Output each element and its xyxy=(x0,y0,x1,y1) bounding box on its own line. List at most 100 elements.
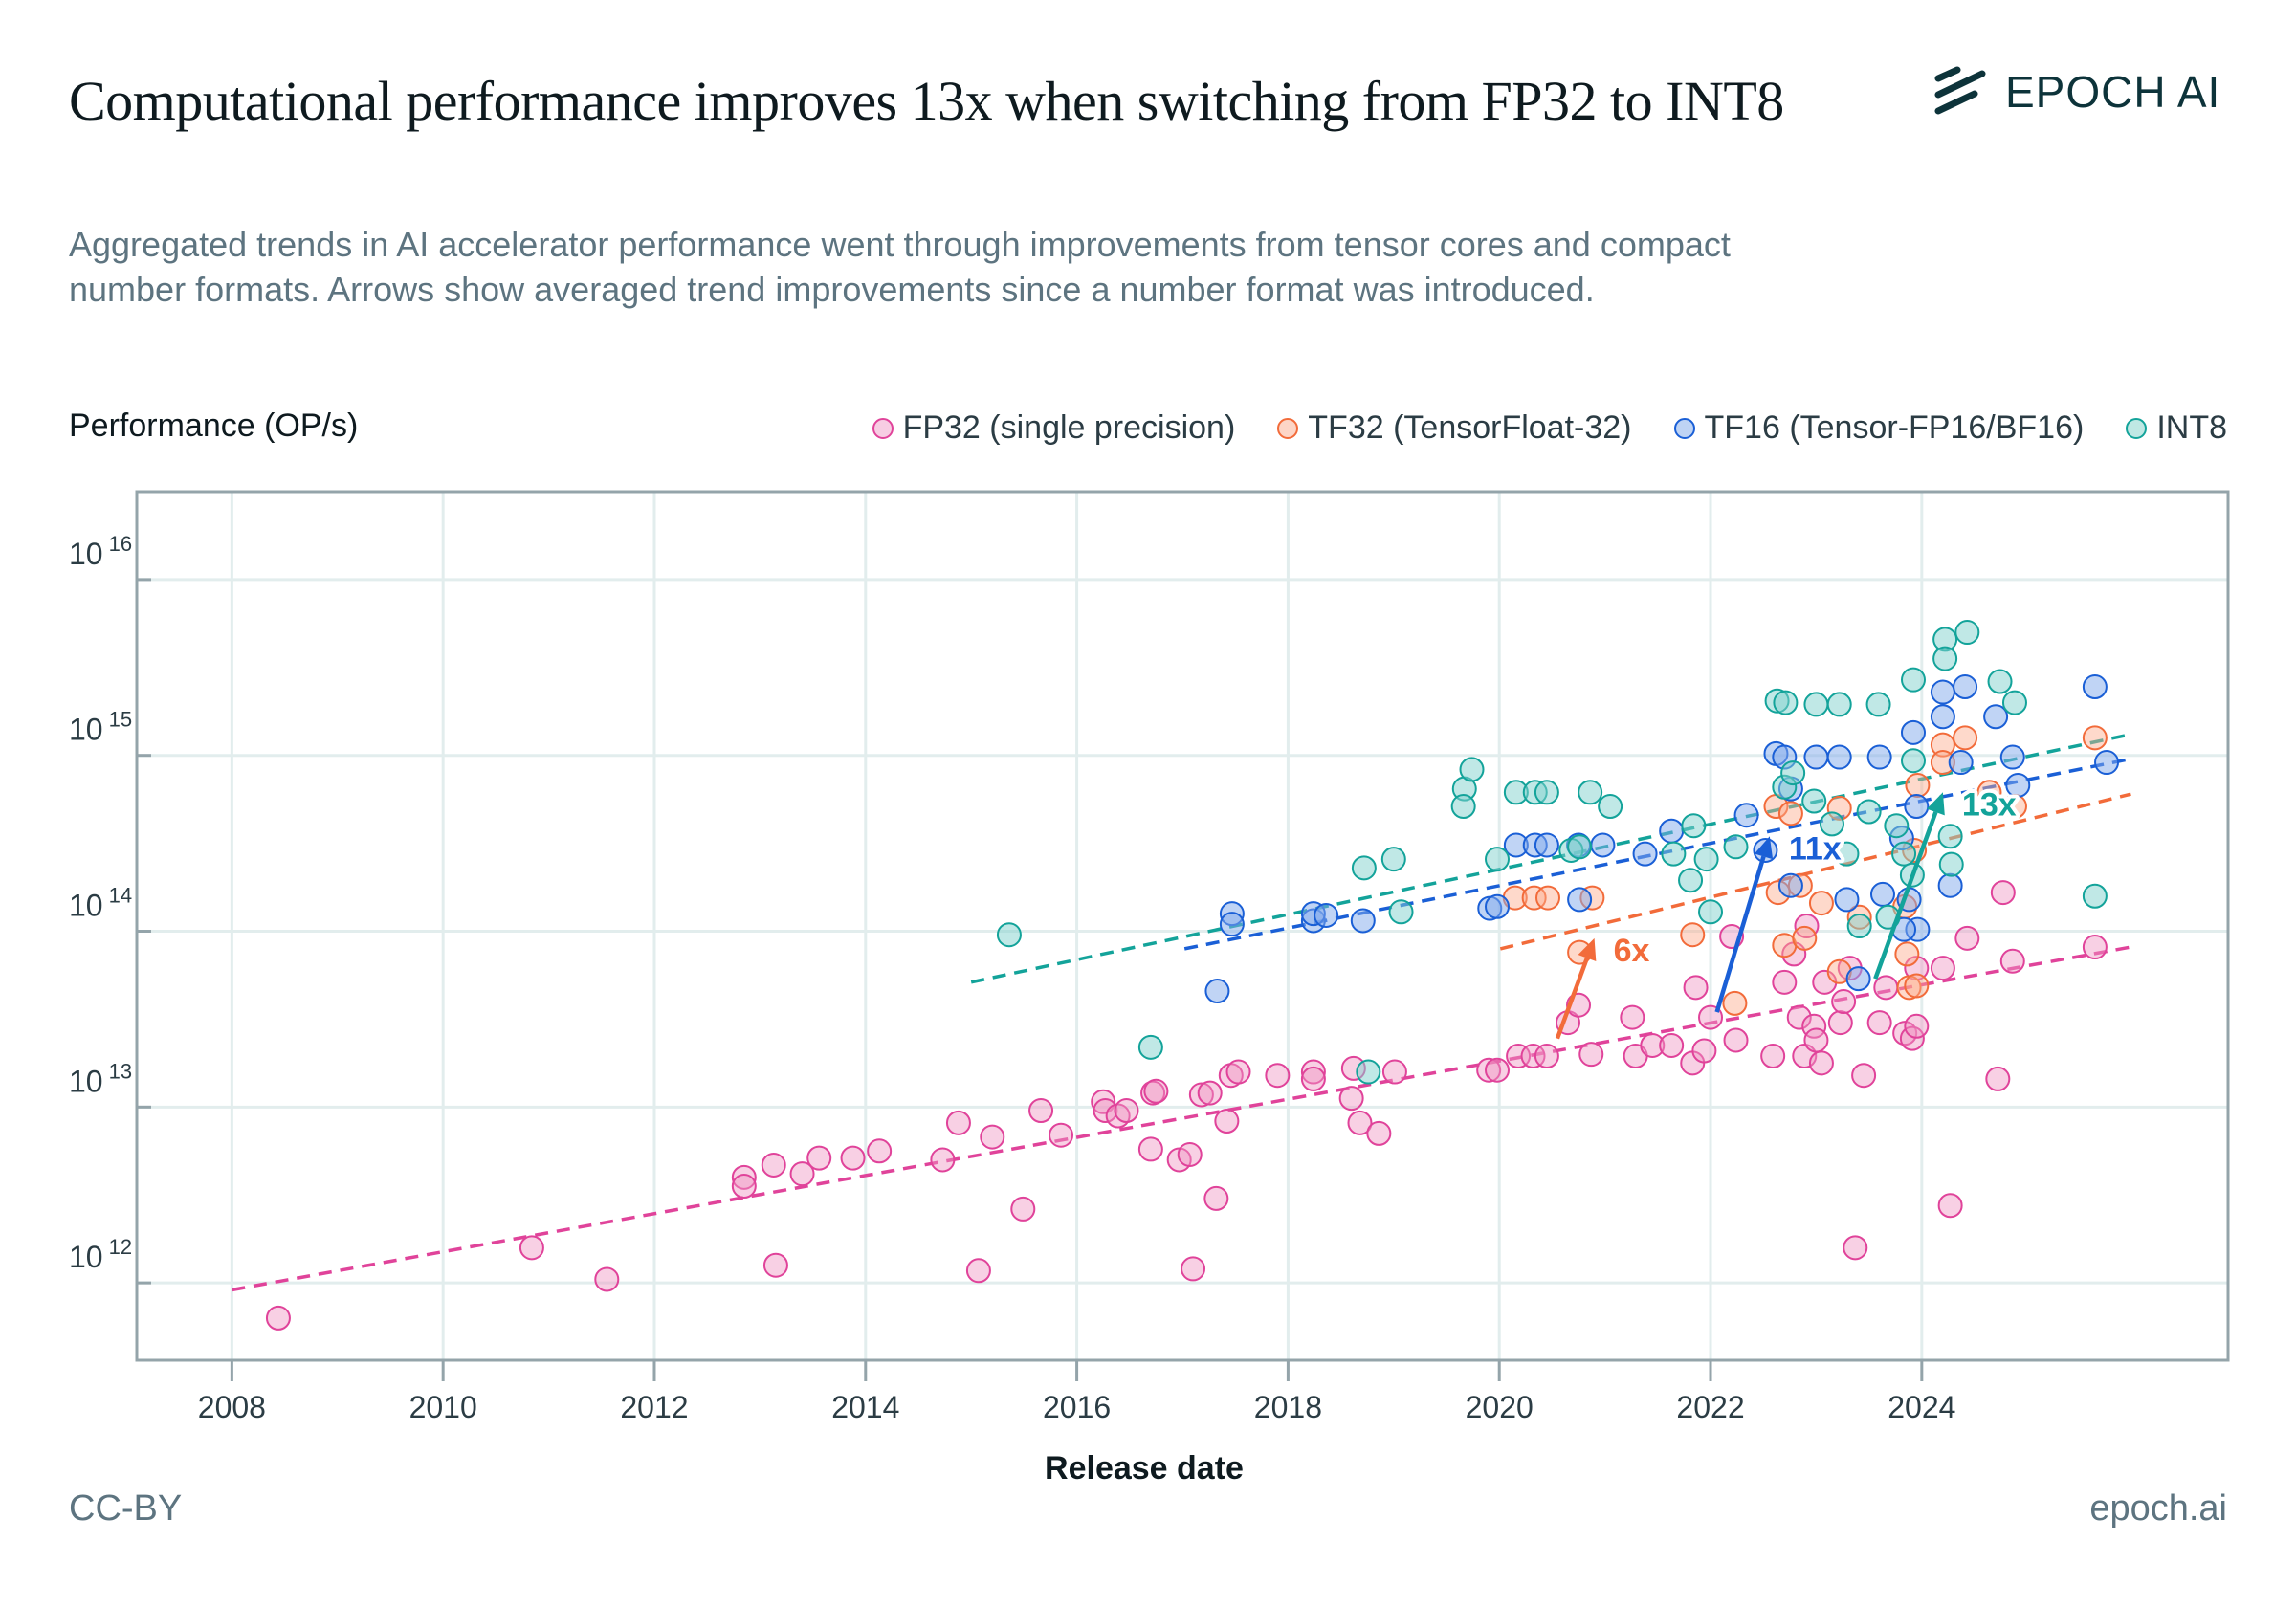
point-int8[interactable] xyxy=(1567,834,1593,860)
point-fp32[interactable] xyxy=(2082,935,2108,960)
site-link[interactable]: epoch.ai xyxy=(2089,1488,2227,1529)
point-fp32[interactable] xyxy=(1904,1013,1930,1039)
epoch-ai-logo[interactable]: EPOCH AI xyxy=(1932,65,2220,119)
point-tf32[interactable] xyxy=(2082,725,2108,751)
point-int8[interactable] xyxy=(1954,620,1980,646)
point-fp32[interactable] xyxy=(1225,1059,1251,1085)
point-fp32[interactable] xyxy=(762,1252,788,1278)
point-int8[interactable] xyxy=(996,922,1022,948)
point-fp32[interactable] xyxy=(945,1110,971,1135)
point-int8[interactable] xyxy=(1137,1034,1163,1060)
point-tf16[interactable] xyxy=(1590,832,1616,858)
point-fp32[interactable] xyxy=(1794,914,1820,938)
point-tf32[interactable] xyxy=(1904,973,1930,999)
point-fp32[interactable] xyxy=(1843,1235,1868,1261)
point-tf16[interactable] xyxy=(1930,679,1955,705)
point-fp32[interactable] xyxy=(1010,1196,1036,1222)
point-tf16[interactable] xyxy=(1803,744,1829,770)
point-int8[interactable] xyxy=(1450,794,1476,820)
point-fp32[interactable] xyxy=(1999,948,2025,974)
legend-item-tf32[interactable]: TF32 (TensorFloat-32) xyxy=(1277,409,1632,447)
point-int8[interactable] xyxy=(1856,799,1882,825)
point-tf16[interactable] xyxy=(1485,893,1511,919)
point-int8[interactable] xyxy=(1351,855,1377,881)
point-int8[interactable] xyxy=(1937,824,1963,849)
point-int8[interactable] xyxy=(1884,813,1910,839)
point-fp32[interactable] xyxy=(1937,1193,1963,1219)
point-int8[interactable] xyxy=(1693,847,1719,872)
point-fp32[interactable] xyxy=(965,1258,991,1284)
point-int8[interactable] xyxy=(1987,669,2013,694)
point-fp32[interactable] xyxy=(1831,989,1857,1015)
point-fp32[interactable] xyxy=(1534,1044,1559,1069)
point-tf16[interactable] xyxy=(1567,887,1593,913)
point-fp32[interactable] xyxy=(1300,1066,1326,1091)
point-tf16[interactable] xyxy=(2005,772,2031,798)
point-fp32[interactable] xyxy=(1786,1004,1812,1030)
point-fp32[interactable] xyxy=(806,1145,832,1171)
point-int8[interactable] xyxy=(1780,760,1806,786)
point-fp32[interactable] xyxy=(980,1124,1005,1150)
point-int8[interactable] xyxy=(1681,813,1707,839)
point-int8[interactable] xyxy=(1661,841,1687,867)
point-int8[interactable] xyxy=(1846,914,1872,938)
point-int8[interactable] xyxy=(1891,841,1917,867)
point-int8[interactable] xyxy=(1932,646,1958,671)
point-tf16[interactable] xyxy=(1904,794,1930,820)
point-tf16[interactable] xyxy=(1869,881,1895,907)
point-int8[interactable] xyxy=(2001,690,2027,715)
point-tf16[interactable] xyxy=(1834,887,1860,913)
point-int8[interactable] xyxy=(1826,692,1852,717)
point-tf16[interactable] xyxy=(1350,908,1376,934)
point-tf16[interactable] xyxy=(1314,902,1339,928)
point-int8[interactable] xyxy=(1356,1059,1381,1085)
point-tf32[interactable] xyxy=(1722,990,1748,1016)
point-fp32[interactable] xyxy=(1640,1032,1666,1058)
point-tf16[interactable] xyxy=(1204,979,1230,1004)
point-fp32[interactable] xyxy=(1990,880,2016,906)
point-tf16[interactable] xyxy=(1983,704,2009,730)
point-fp32[interactable] xyxy=(731,1174,757,1200)
point-fp32[interactable] xyxy=(1049,1122,1074,1148)
point-int8[interactable] xyxy=(1834,841,1860,867)
point-tf16[interactable] xyxy=(1930,704,1955,730)
point-fp32[interactable] xyxy=(1723,1027,1749,1053)
point-int8[interactable] xyxy=(1388,899,1414,925)
point-fp32[interactable] xyxy=(1197,1080,1223,1106)
point-fp32[interactable] xyxy=(761,1152,786,1178)
point-fp32[interactable] xyxy=(1265,1063,1291,1089)
point-fp32[interactable] xyxy=(1659,1032,1685,1058)
point-fp32[interactable] xyxy=(1338,1086,1364,1112)
point-tf32[interactable] xyxy=(1894,941,1920,967)
point-int8[interactable] xyxy=(1578,780,1603,805)
point-int8[interactable] xyxy=(1900,748,1926,774)
point-tf32[interactable] xyxy=(1808,891,1834,916)
point-fp32[interactable] xyxy=(1381,1059,1407,1085)
point-fp32[interactable] xyxy=(789,1161,815,1187)
point-fp32[interactable] xyxy=(731,1164,757,1190)
point-fp32[interactable] xyxy=(1093,1097,1118,1123)
point-fp32[interactable] xyxy=(1803,1027,1829,1053)
point-fp32[interactable] xyxy=(1520,1044,1546,1069)
point-fp32[interactable] xyxy=(1203,1185,1229,1211)
point-int8[interactable] xyxy=(1459,757,1485,782)
point-tf16[interactable] xyxy=(1733,803,1759,828)
point-int8[interactable] xyxy=(1803,692,1829,717)
point-tf32[interactable] xyxy=(1792,925,1818,951)
legend-item-tf16[interactable]: TF16 (Tensor-FP16/BF16) xyxy=(1673,409,2084,447)
point-int8[interactable] xyxy=(1698,899,1724,925)
point-fp32[interactable] xyxy=(1214,1109,1240,1134)
point-tf16[interactable] xyxy=(1632,841,1658,867)
legend-item-fp32[interactable]: FP32 (single precision) xyxy=(872,409,1235,447)
point-int8[interactable] xyxy=(1773,690,1799,715)
point-tf16[interactable] xyxy=(1953,674,1978,700)
point-tf16[interactable] xyxy=(2082,674,2108,700)
point-tf32[interactable] xyxy=(1976,780,2002,805)
point-fp32[interactable] xyxy=(1808,1050,1834,1076)
point-fp32[interactable] xyxy=(1866,1010,1892,1036)
point-fp32[interactable] xyxy=(1188,1082,1214,1108)
point-fp32[interactable] xyxy=(1347,1110,1373,1135)
point-fp32[interactable] xyxy=(1137,1136,1163,1162)
point-fp32[interactable] xyxy=(1873,975,1899,1001)
point-tf32[interactable] xyxy=(1521,885,1547,911)
